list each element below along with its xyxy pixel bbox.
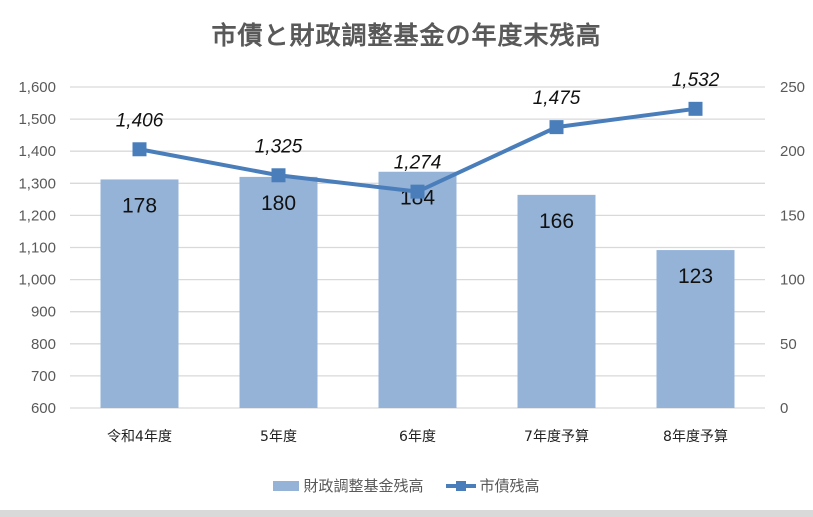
left-axis-tick: 900 [31,304,56,321]
bar [239,176,318,408]
line-marker-icon [271,168,286,183]
bar-data-label: 178 [122,194,157,217]
x-axis-category: 6年度 [399,429,436,445]
line-data-label: 1,274 [394,153,442,174]
right-axis-tick: 200 [780,143,805,160]
line-data-label: 1,406 [116,110,164,131]
bar [100,179,179,408]
legend-label-fund: 財政調整基金残高 [303,477,424,495]
left-axis-tick: 1,200 [18,207,56,224]
bottom-divider [0,510,813,517]
legend-item-debt: 市債残高 [445,475,540,496]
x-axis-category: 令和4年度 [107,429,172,445]
left-axis-tick: 700 [31,368,56,385]
bar-data-label: 180 [261,192,296,215]
line-marker-icon [410,184,425,199]
right-axis-tick: 0 [780,400,788,417]
bar [517,194,596,408]
legend-label-debt: 市債残高 [479,477,540,495]
legend-bar-swatch-icon [273,480,300,491]
left-axis-tick: 1,400 [18,143,56,160]
bar [656,250,735,408]
left-axis-tick: 1,300 [18,175,56,192]
left-axis-tick: 1,600 [18,79,56,96]
left-axis-tick: 800 [31,336,56,353]
legend: 財政調整基金残高 市債残高 [0,475,813,496]
bar [378,171,457,408]
left-axis-tick: 600 [31,400,56,417]
x-axis-category: 7年度予算 [524,429,589,445]
right-axis-tick: 150 [780,207,805,224]
chart-title: 市債と財政調整基金の年度末残高 [211,21,602,50]
left-axis-tick: 1,100 [18,240,56,257]
legend-line-marker-icon [445,479,476,493]
line-marker-icon [688,101,703,116]
right-axis-tick: 50 [780,336,797,353]
line-data-label: 1,475 [533,88,581,109]
line-marker-icon [549,120,564,135]
bar-data-label: 123 [678,265,713,288]
x-axis-category: 5年度 [260,429,297,445]
line-marker-icon [132,142,147,157]
x-axis-category: 8年度予算 [663,429,728,445]
right-axis-tick: 100 [780,272,805,289]
bar-data-label: 166 [539,210,574,233]
left-axis-tick: 1,500 [18,111,56,128]
right-axis-tick: 250 [780,79,805,96]
left-axis-tick: 1,000 [18,272,56,289]
line-data-label: 1,532 [672,70,720,91]
chart-plot: 600 700 800 900 1,000 1,100 1,200 1,300 1,400 1,5… [18,70,805,445]
line-data-label: 1,325 [255,136,303,157]
legend-item-fund: 財政調整基金残高 [273,475,424,496]
